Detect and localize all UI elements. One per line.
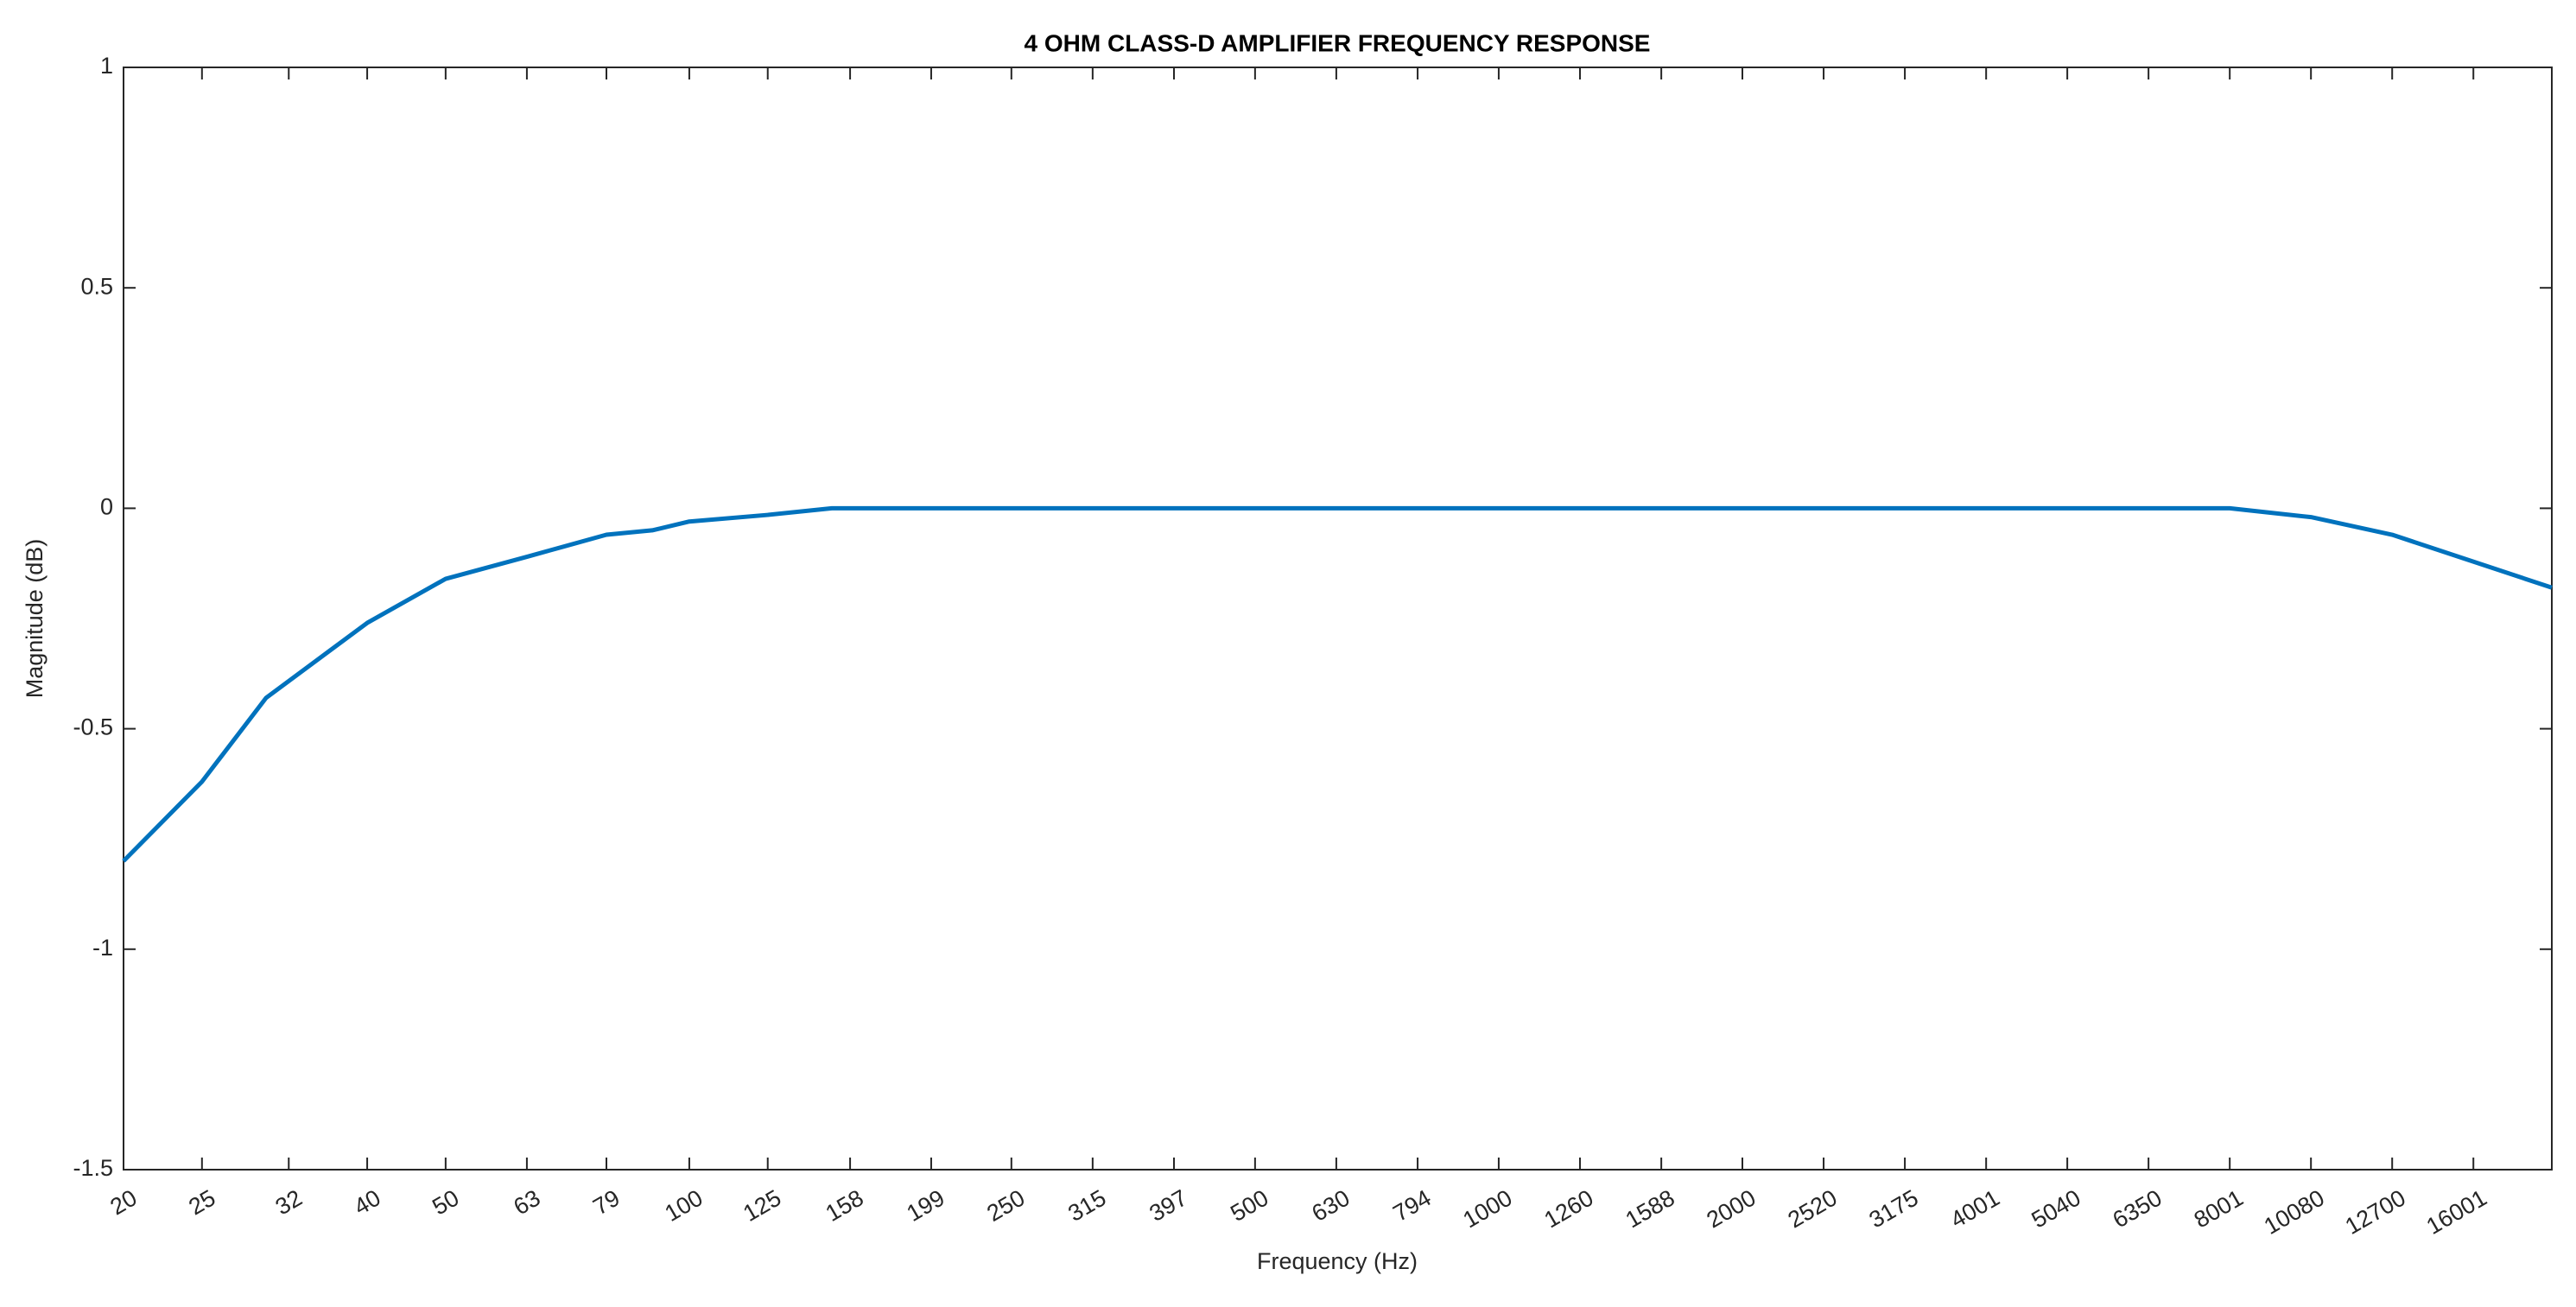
x-tick-label: 2000: [1703, 1184, 1761, 1233]
x-tick-label: 630: [1307, 1184, 1354, 1227]
x-tick-label: 3175: [1865, 1184, 1923, 1233]
x-axis-label: Frequency (Hz): [1257, 1248, 1418, 1274]
y-tick-label: -1: [92, 935, 113, 961]
x-tick-label: 250: [982, 1184, 1029, 1227]
x-tick-label: 158: [822, 1184, 868, 1227]
x-tick-label: 32: [271, 1184, 307, 1220]
x-tick-label: 315: [1063, 1184, 1110, 1227]
data-line: [122, 505, 2553, 863]
x-tick-label: 397: [1145, 1184, 1192, 1227]
x-tick-label: 1260: [1540, 1184, 1598, 1233]
x-tick-label: 500: [1226, 1184, 1272, 1227]
x-tick-label: 79: [589, 1184, 625, 1220]
x-tick-label: 5040: [2027, 1184, 2085, 1233]
x-tick-label: 2520: [1784, 1184, 1842, 1233]
x-tick-label: 16001: [2422, 1184, 2491, 1240]
x-tick-label: 63: [509, 1184, 544, 1220]
x-tick-label: 1000: [1458, 1184, 1516, 1233]
y-tick-label: -1.5: [73, 1155, 113, 1181]
y-tick-label: 1: [100, 53, 113, 79]
y-tick-label: 0: [100, 494, 113, 520]
x-tick-label: 10080: [2260, 1184, 2329, 1240]
x-tick-label: 40: [350, 1184, 385, 1220]
x-tick-label: 199: [902, 1184, 949, 1227]
x-tick-label: 25: [184, 1184, 219, 1220]
x-tick-label: 6350: [2109, 1184, 2167, 1233]
x-tick-label: 8001: [2190, 1184, 2248, 1233]
y-axis-label: Magnitude (dB): [22, 539, 48, 699]
chart-title: 4 OHM CLASS-D AMPLIFIER FREQUENCY RESPON…: [1025, 29, 1651, 56]
y-tick-label: -0.5: [73, 714, 113, 740]
x-tick-label: 1588: [1621, 1184, 1679, 1233]
x-tick-label: 125: [739, 1184, 785, 1227]
plot-frame: [123, 67, 2553, 1171]
y-tick-label: 0.5: [80, 273, 113, 299]
x-tick-label: 20: [106, 1184, 142, 1220]
x-tick-label: 100: [660, 1184, 707, 1227]
x-tick-label: 794: [1389, 1184, 1436, 1227]
x-tick-label: 50: [428, 1184, 463, 1220]
x-tick-label: 4001: [1946, 1184, 2004, 1233]
x-tick-label: 12700: [2341, 1184, 2410, 1240]
